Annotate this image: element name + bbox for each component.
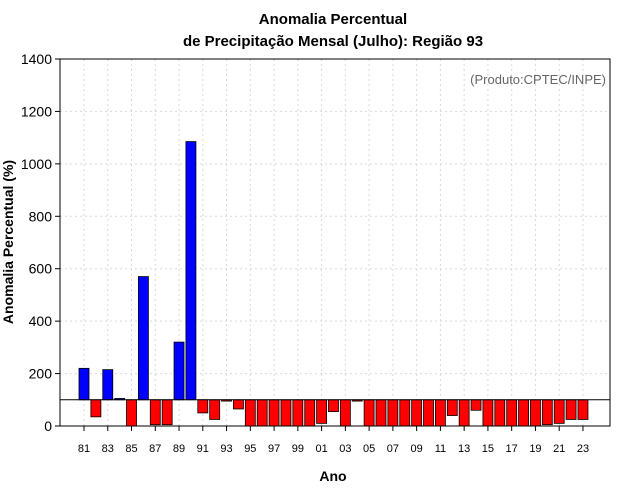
bar-00: [304, 399, 316, 427]
bar-05: [363, 399, 375, 427]
x-tick-label: 21: [553, 443, 565, 455]
x-tick-label: 01: [315, 443, 327, 455]
bar-22: [565, 399, 577, 420]
bar-17: [506, 399, 518, 427]
x-tick-label: 15: [482, 443, 494, 455]
bar-89: [173, 341, 185, 401]
bar-86: [137, 276, 149, 401]
bar-11: [434, 399, 446, 427]
bar-19: [530, 399, 541, 427]
bar-01: [316, 399, 328, 424]
plot-frame: [59, 58, 611, 427]
bar-94: [233, 399, 244, 410]
x-tick-label: 97: [268, 443, 280, 455]
bar-99: [292, 399, 304, 427]
bar-14: [470, 399, 482, 411]
x-tick-label: 89: [173, 443, 185, 455]
bar-13: [458, 399, 470, 427]
credit-label: (Produto:CPTEC/INPE): [470, 72, 606, 87]
x-tick-label: 09: [411, 443, 423, 455]
bar-06: [375, 399, 387, 427]
x-tick-label: 91: [197, 443, 209, 455]
bar-82: [90, 399, 102, 418]
x-tick-label: 81: [78, 443, 90, 455]
x-tick-label: 19: [529, 443, 541, 455]
bar-20: [541, 399, 553, 426]
y-tick-label: 1000: [21, 156, 52, 172]
x-tick-label: 17: [506, 443, 518, 455]
y-axis-title: Anomalia Percentual (%): [0, 160, 16, 324]
bar-95: [244, 399, 256, 427]
bar-23: [577, 399, 589, 420]
x-tick-label: 99: [292, 443, 304, 455]
y-axis-ticks: 0 200 400 600 800 1000 1200 1400: [21, 51, 60, 434]
bar-91: [197, 399, 209, 414]
bar-92: [209, 399, 221, 420]
bar-16: [494, 399, 506, 427]
bars: [78, 141, 589, 427]
grid-lines: [60, 59, 610, 426]
bar-81: [78, 367, 90, 401]
x-axis-title: Ano: [319, 468, 346, 484]
x-tick-label: 83: [102, 443, 114, 455]
y-tick-label: 800: [29, 208, 53, 224]
y-tick-label: 400: [29, 313, 53, 329]
y-tick-label: 600: [29, 261, 53, 277]
y-tick-label: 1200: [21, 103, 52, 119]
bar-08: [399, 399, 411, 427]
bar-88: [161, 399, 173, 426]
bar-18: [518, 399, 529, 427]
bar-15: [482, 399, 494, 427]
bar-96: [256, 399, 268, 427]
x-axis-ticks: 81 83 85 87 89 91 93 95 97 99 01 03 05 07 09 11 13 15 17 19…: [78, 426, 589, 455]
bar-85: [126, 399, 137, 427]
bar-03: [339, 399, 351, 427]
bar-09: [411, 399, 423, 427]
x-tick-label: 05: [363, 443, 375, 455]
bar-07: [387, 399, 399, 427]
bar-97: [268, 399, 280, 427]
bar-02: [328, 399, 339, 412]
chart-title-line2: de Precipitação Mensal (Julho): Região 9…: [183, 33, 483, 50]
x-tick-label: 87: [149, 443, 161, 455]
bar-21: [553, 399, 565, 424]
x-tick-label: 93: [220, 443, 232, 455]
bar-98: [280, 399, 292, 427]
x-tick-label: 11: [435, 443, 446, 455]
x-tick-label: 07: [387, 443, 399, 455]
y-tick-label: 200: [29, 366, 53, 382]
x-tick-label: 23: [577, 443, 589, 455]
x-tick-label: 13: [458, 443, 470, 455]
y-tick-label: 0: [44, 418, 52, 434]
x-tick-label: 03: [339, 443, 351, 455]
bar-83: [102, 369, 114, 401]
x-tick-label: 85: [125, 443, 137, 455]
y-tick-label: 1400: [21, 51, 52, 67]
chart-title-line1: Anomalia Percentual: [259, 11, 407, 28]
bar-90: [185, 141, 197, 401]
bar-10: [423, 399, 434, 427]
bar-12: [446, 399, 458, 416]
bar-87: [149, 399, 161, 426]
x-tick-label: 95: [244, 443, 256, 455]
